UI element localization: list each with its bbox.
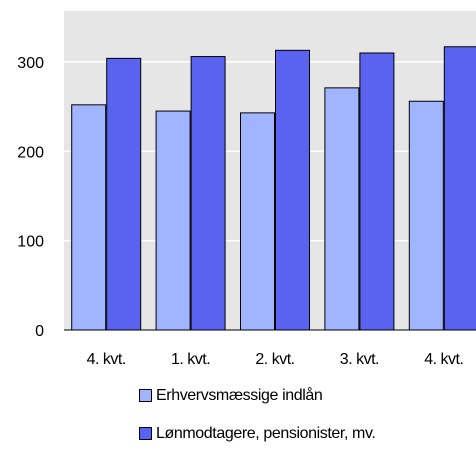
x-category-label-2-line-1: 2. kvt. (255, 351, 294, 368)
legend-item-loenmodtagere: Lønmodtagere, pensionister, mv. (139, 422, 376, 445)
bar-loenmodtagere-1 (190, 56, 226, 331)
bar-erhverv-3 (324, 87, 360, 331)
y-tick-label-200: 200 (17, 144, 44, 161)
legend-swatch-loenmodtagere (139, 427, 152, 440)
legend-label-loenmodtagere: Lønmodtagere, pensionister, mv. (156, 424, 376, 442)
bars (71, 46, 476, 331)
x-category-label-0-line-1: 4. kvt. (87, 351, 126, 368)
y-tick-label-100: 100 (17, 234, 44, 251)
bar-loenmodtagere-4 (443, 46, 476, 331)
bar-erhverv-2 (240, 112, 275, 331)
x-category-label-4-line-1: 4. kvt. (424, 351, 463, 368)
bar-loenmodtagere-0 (106, 57, 142, 331)
bar-loenmodtagere-3 (359, 52, 395, 331)
bar-erhverv-0 (71, 104, 107, 331)
legend: Erhvervsmæssige indlån Lønmodtagere, pen… (139, 384, 376, 460)
legend-item-erhverv: Erhvervsmæssige indlån (139, 384, 375, 407)
legend-swatch-erhverv (139, 389, 152, 402)
x-category-label-1-line-1: 1. kvt. (171, 351, 210, 368)
x-category-label-3-line-1: 3. kvt. (340, 351, 379, 368)
y-tick-label-300: 300 (17, 55, 44, 72)
y-tick-label-0: 0 (35, 323, 44, 340)
bar-erhverv-4 (408, 100, 444, 331)
bar-erhverv-1 (155, 110, 191, 331)
x-axis-categories: 4. kvt.19971. kvt.19982. kvt.3. kvt.4. k… (87, 351, 464, 368)
legend-label-erhverv: Erhvervsmæssige indlån (156, 386, 323, 404)
bar-loenmodtagere-2 (275, 49, 310, 331)
y-axis-ticks: 0 100 200 300 (17, 55, 44, 340)
